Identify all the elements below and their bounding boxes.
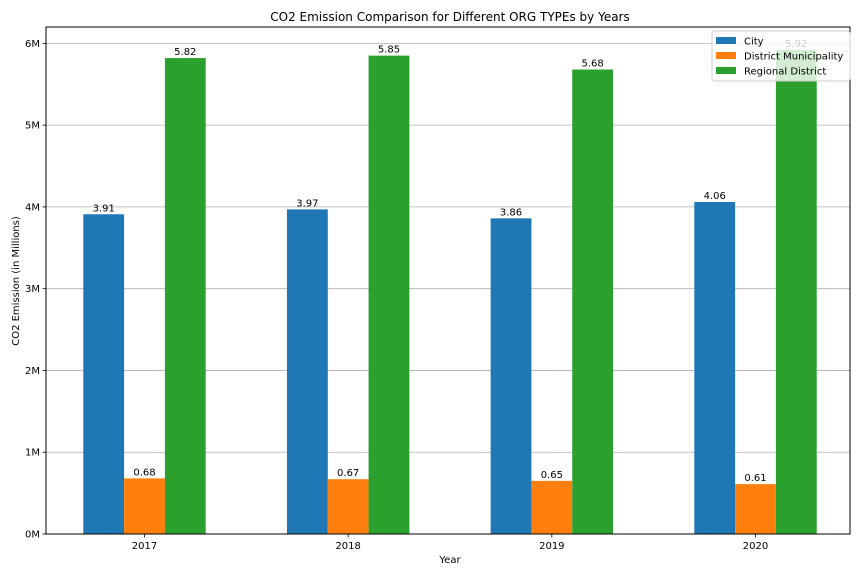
bar: [531, 480, 573, 534]
bar-value-label: 0.61: [744, 473, 766, 484]
bar: [775, 49, 817, 534]
bar-value-label: 0.68: [133, 467, 155, 478]
bar-value-label: 3.86: [500, 207, 522, 218]
legend-label: Regional District: [744, 67, 826, 78]
y-tick-label: 5M: [25, 121, 40, 132]
x-tick-label: 2020: [743, 541, 768, 552]
bar-labels: 3.91 0.68 5.82 3.97 0.67 5.85 3.86 0.65 5.68 4.06…: [93, 39, 808, 484]
y-tick-label: 1M: [25, 448, 40, 459]
bar-value-label: 4.06: [704, 191, 726, 202]
bar-value-label: 0.65: [541, 470, 563, 481]
legend-box: [711, 30, 851, 82]
bar-value-label: 3.91: [93, 203, 115, 214]
legend-label: District Municipality: [744, 52, 843, 63]
legend-swatch: [716, 37, 736, 44]
y-tick-label: 0M: [25, 530, 40, 541]
x-tick-label: 2017: [132, 541, 157, 552]
y-axis-ticks: 0M 1M 2M 3M 4M 5M 6M: [25, 39, 46, 541]
x-tick-label: 2018: [335, 541, 360, 552]
legend: City District Municipality Regional Distri…: [711, 30, 851, 82]
bar-value-label: 5.68: [582, 59, 604, 70]
x-tick-label: 2019: [539, 541, 564, 552]
y-tick-label: 2M: [25, 366, 40, 377]
bar-value-label: 5.85: [378, 45, 400, 56]
x-axis-ticks: 2017 2018 2019 2020: [132, 534, 768, 552]
bar-value-label: 3.97: [296, 198, 318, 209]
bar: [368, 55, 410, 534]
y-tick-label: 4M: [25, 202, 40, 213]
bar-value-label: 5.82: [174, 47, 196, 58]
bars: [83, 49, 817, 535]
bar: [490, 218, 532, 534]
x-axis-label: Year: [438, 555, 461, 566]
bar: [286, 209, 328, 534]
plot-frame: [45, 26, 851, 535]
legend-label: City: [744, 37, 764, 48]
bar: [572, 69, 614, 534]
bar: [327, 479, 369, 534]
y-axis-label: CO2 Emission (in Millions): [11, 216, 22, 346]
bar: [164, 58, 206, 535]
bar: [735, 484, 776, 534]
legend-swatch: [716, 52, 736, 59]
bar: [124, 478, 165, 534]
bar: [83, 214, 125, 534]
chart-title: CO2 Emission Comparison for Different OR…: [270, 10, 630, 24]
bar-value-label: 0.67: [337, 468, 359, 479]
legend-swatch: [716, 67, 736, 74]
bar: [694, 201, 736, 535]
y-tick-label: 6M: [25, 39, 40, 50]
y-tick-label: 3M: [25, 284, 40, 295]
